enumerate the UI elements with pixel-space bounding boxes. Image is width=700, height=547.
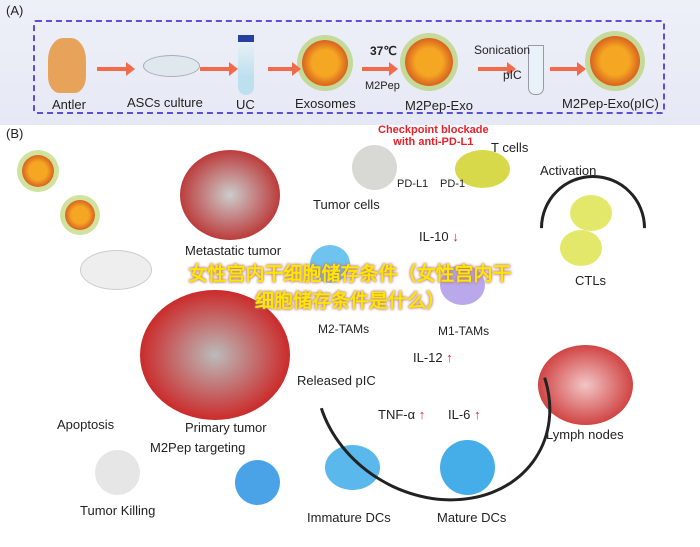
tumor-cell-icon (352, 145, 397, 190)
sonication-label: Sonication (474, 43, 531, 57)
up-arrow-icon: ↑ (446, 350, 453, 365)
workflow-box (33, 20, 665, 114)
arrow (362, 62, 398, 76)
primary-tumor-label: Primary tumor (185, 420, 267, 435)
step-m2pep-exo-pic: M2Pep-Exo(pIC) (562, 96, 659, 111)
m2pep-exo-pic-icon (590, 36, 640, 86)
m2-tam-icon (310, 245, 350, 283)
il6-text: IL-6 (448, 407, 471, 422)
m1-tams-label: M1-TAMs (438, 324, 490, 338)
down-arrow-icon: ↓ (452, 229, 459, 244)
ctls-label: CTLs (575, 273, 607, 288)
pd-1-label: PD-1 (440, 178, 466, 190)
m2pep-exo-icon (405, 38, 453, 86)
tumor-cells-label: Tumor cells (313, 197, 380, 212)
il10-label: IL-10 ↓ (419, 229, 459, 244)
nanoparticle-icon (65, 200, 95, 230)
released-pic-label: Released pIC (297, 373, 376, 388)
metastatic-tumor-label: Metastatic tumor (185, 243, 282, 258)
up-arrow-icon: ↑ (418, 407, 426, 422)
il12-text: IL-12 (413, 350, 443, 365)
panel-b-label: (B) (6, 126, 24, 141)
arrow (478, 62, 516, 76)
targeting-cell-icon (235, 460, 280, 505)
mature-dc-icon (440, 440, 495, 495)
tnfa-label: TNF-α ↑ (378, 407, 425, 422)
mouse-icon (80, 250, 152, 290)
nanoparticle-icon (22, 155, 54, 187)
arrow (550, 62, 586, 76)
temp-label: 37℃ (370, 44, 397, 58)
checkpoint-label: Checkpoint blockade with anti-PD-L1 (378, 124, 489, 148)
exosome-icon (302, 40, 348, 86)
activation-label: Activation (540, 163, 597, 178)
tube-icon (238, 35, 254, 95)
il6-label: IL-6 ↑ (448, 407, 481, 422)
immature-dcs-label: Immature DCs (307, 510, 391, 525)
pd-l1-label: PD-L1 (397, 178, 429, 190)
ctl-icon (560, 230, 602, 266)
metastatic-tumor-icon (180, 150, 280, 240)
dying-tumor-icon (95, 450, 140, 495)
lymph-node-icon (538, 345, 633, 425)
t-cells-label: T cells (491, 140, 529, 155)
arrow (200, 62, 238, 76)
m2pep-label: M2Pep (365, 80, 400, 92)
primary-tumor-icon (140, 290, 290, 420)
petri-dish-icon (143, 55, 200, 77)
panel-a-label: (A) (6, 3, 24, 18)
tnfa-text: TNF-α (378, 407, 416, 422)
step-uc: UC (236, 97, 255, 112)
lymph-nodes-label: Lymph nodes (546, 427, 624, 442)
m1-tam-icon (440, 265, 485, 305)
t-cell-icon (455, 150, 510, 188)
mature-dcs-label: Mature DCs (437, 510, 507, 525)
ctl-icon (570, 195, 612, 231)
il10-text: IL-10 (419, 229, 449, 244)
watermark-overlay: 女性宫内干细胞储存条件（女性宫内干细胞储存条件是什么） (188, 264, 512, 312)
tumor-killing-label: Tumor Killing (80, 503, 156, 518)
up-arrow-icon: ↑ (474, 407, 481, 422)
eppendorf-icon (528, 45, 544, 95)
step-exosomes: Exosomes (295, 96, 356, 111)
step-m2pep-exo: M2Pep-Exo (405, 98, 473, 113)
deer-icon (48, 38, 86, 93)
arrow (268, 62, 301, 76)
m2pep-targeting-label: M2Pep targeting (150, 440, 246, 455)
panel-a: (A) Antler ASCs culture UC Exosomes M2Pe… (0, 0, 700, 125)
immature-dc-icon (325, 445, 380, 490)
il12-label: IL-12 ↑ (413, 350, 453, 365)
pic-label: pIC (503, 68, 522, 82)
step-ascs: ASCs culture (127, 95, 203, 110)
arrow (97, 62, 135, 76)
apoptosis-label: Apoptosis (57, 417, 115, 432)
m2-tams-label: M2-TAMs (318, 322, 370, 336)
step-antler: Antler (52, 97, 86, 112)
